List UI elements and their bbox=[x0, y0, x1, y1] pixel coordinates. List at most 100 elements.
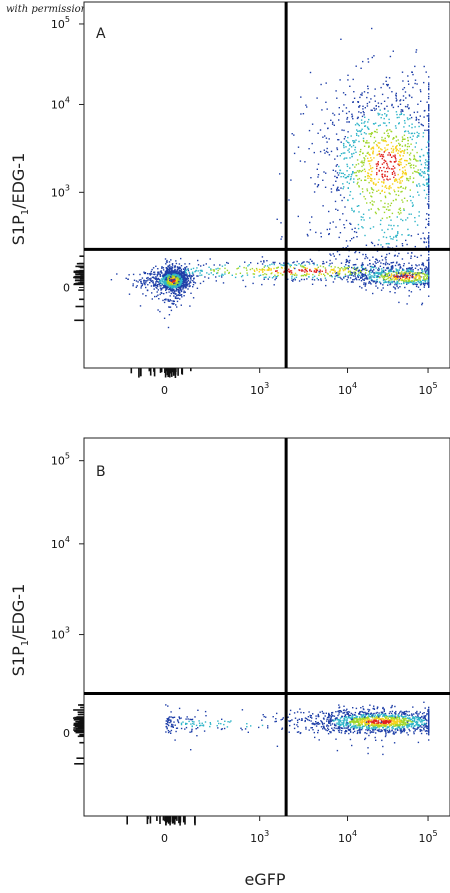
event-dot bbox=[311, 717, 313, 719]
event-dot bbox=[237, 267, 240, 269]
event-dot bbox=[382, 140, 384, 142]
event-dot bbox=[360, 179, 362, 182]
event-dot bbox=[342, 152, 344, 154]
event-dot bbox=[428, 273, 430, 275]
event-dot bbox=[235, 273, 237, 275]
event-dot bbox=[390, 281, 392, 283]
event-dot bbox=[411, 274, 413, 276]
event-dot bbox=[173, 276, 175, 279]
event-dot bbox=[428, 733, 430, 735]
event-dot bbox=[178, 292, 181, 294]
event-dot bbox=[339, 276, 341, 279]
event-dot bbox=[184, 263, 186, 265]
event-dot bbox=[367, 58, 369, 60]
event-dot bbox=[383, 166, 385, 169]
event-dot bbox=[348, 261, 350, 264]
event-dot bbox=[361, 92, 363, 94]
event-dot bbox=[389, 270, 391, 273]
event-dot bbox=[320, 278, 322, 280]
event-dot bbox=[260, 260, 262, 263]
event-dot bbox=[336, 274, 339, 277]
event-dot bbox=[404, 286, 406, 289]
event-dot bbox=[371, 146, 374, 149]
event-dot bbox=[182, 285, 184, 287]
event-dot bbox=[368, 270, 370, 273]
event-dot bbox=[242, 279, 244, 282]
event-dot bbox=[345, 247, 347, 249]
event-dot bbox=[353, 730, 356, 733]
event-dot bbox=[313, 279, 316, 281]
event-dot bbox=[426, 129, 428, 131]
event-dot bbox=[380, 117, 382, 119]
event-dot bbox=[273, 276, 275, 278]
event-dot bbox=[413, 280, 416, 282]
event-dot bbox=[296, 260, 298, 263]
event-dot bbox=[360, 272, 362, 274]
event-dot bbox=[373, 728, 376, 730]
event-dot bbox=[367, 708, 369, 711]
event-dot bbox=[362, 216, 364, 219]
event-dot bbox=[368, 718, 370, 720]
event-dot bbox=[343, 720, 345, 723]
event-dot bbox=[180, 281, 182, 284]
event-dot bbox=[402, 175, 404, 177]
event-dot bbox=[400, 163, 402, 166]
event-dot bbox=[343, 145, 345, 147]
event-dot bbox=[321, 109, 323, 111]
event-dot bbox=[197, 264, 200, 266]
event-dot bbox=[283, 262, 285, 264]
event-dot bbox=[178, 263, 181, 265]
x-tick-label: 105 bbox=[418, 381, 437, 397]
event-dot bbox=[170, 284, 172, 287]
event-dot bbox=[140, 285, 143, 287]
event-dot bbox=[408, 267, 411, 269]
event-dot bbox=[373, 107, 375, 109]
event-dot bbox=[380, 219, 382, 222]
event-dot bbox=[392, 277, 394, 279]
event-dot bbox=[359, 96, 361, 99]
event-dot bbox=[383, 181, 385, 183]
event-dot bbox=[410, 199, 412, 202]
event-dot bbox=[165, 289, 167, 291]
event-dot bbox=[351, 113, 353, 115]
event-dot bbox=[282, 717, 284, 719]
event-dot bbox=[231, 274, 233, 276]
event-dot bbox=[333, 255, 335, 257]
event-dot bbox=[328, 210, 330, 213]
event-dot bbox=[388, 263, 391, 266]
event-dot bbox=[318, 739, 320, 741]
event-dot bbox=[176, 295, 178, 297]
event-dot bbox=[327, 273, 329, 275]
y-tick-label: 103 bbox=[51, 183, 70, 199]
event-dot bbox=[142, 293, 144, 295]
event-dot bbox=[396, 283, 398, 286]
x-rug-mark bbox=[167, 368, 169, 373]
event-dot bbox=[324, 277, 327, 279]
event-dot bbox=[387, 203, 389, 205]
event-dot bbox=[418, 119, 420, 121]
event-dot bbox=[428, 251, 430, 253]
event-dot bbox=[341, 716, 343, 719]
event-dot bbox=[425, 164, 427, 166]
event-dot bbox=[388, 87, 391, 89]
event-dot bbox=[428, 279, 430, 281]
event-dot bbox=[406, 117, 409, 119]
event-dot bbox=[428, 185, 430, 187]
event-dot bbox=[317, 731, 319, 734]
event-dot bbox=[369, 217, 371, 219]
event-dot bbox=[153, 277, 155, 279]
event-dot bbox=[344, 273, 347, 275]
event-dot bbox=[373, 183, 375, 185]
event-dot bbox=[344, 157, 346, 159]
event-dot bbox=[383, 107, 386, 110]
event-dot bbox=[215, 276, 217, 278]
event-dot bbox=[390, 269, 392, 272]
event-dot bbox=[376, 173, 378, 176]
event-dot bbox=[326, 228, 328, 231]
event-dot bbox=[374, 736, 376, 739]
event-dot bbox=[372, 151, 374, 153]
event-dot bbox=[344, 174, 346, 176]
event-dot bbox=[346, 267, 349, 269]
event-dot bbox=[340, 732, 343, 734]
event-dot bbox=[397, 139, 399, 141]
